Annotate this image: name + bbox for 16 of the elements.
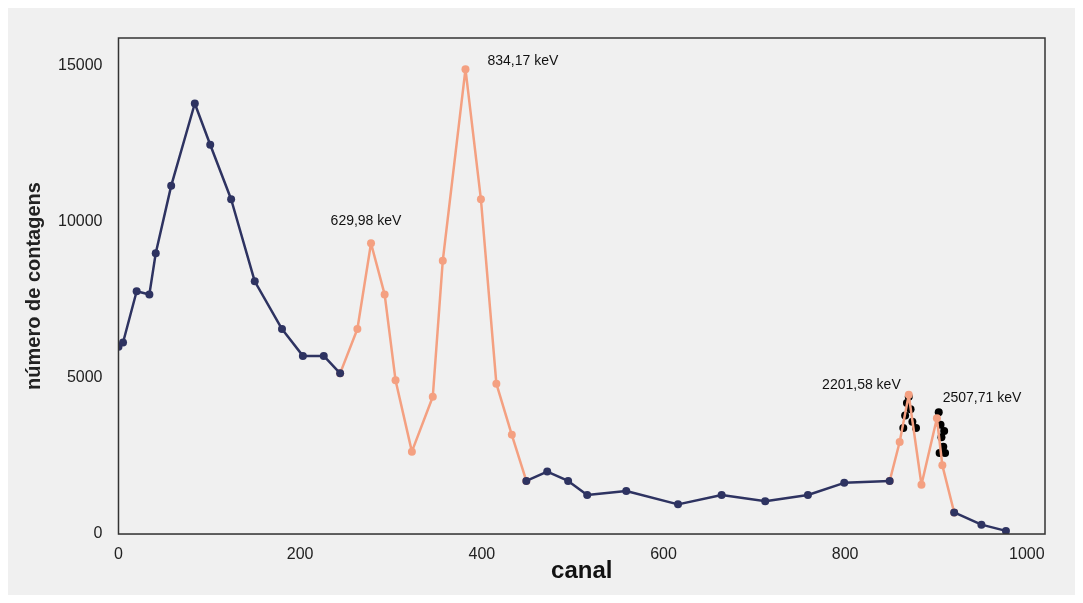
annotation: 2507,71 keV [942,389,1023,406]
x-tick-label: 200 [286,545,314,563]
y-tick-label: 5000 [66,368,103,386]
y-tick-label: 15000 [57,56,103,74]
y-tick-label: 10000 [57,212,103,230]
annotation: 629,98 keV [330,212,403,229]
annotation: 2201,58 keV [822,375,902,392]
x-axis-title: canal [551,556,613,584]
x-tick-label: 400 [468,545,496,563]
x-tick-label: 1000 [1009,545,1045,563]
x-tick-label: 800 [831,545,859,563]
y-axis-title: número de contagens [21,182,44,390]
annotation: 834,17 keV [487,52,559,69]
x-tick-label: 600 [650,545,677,563]
x-tick-label: 0 [114,545,124,563]
y-tick-label: 0 [93,524,103,542]
